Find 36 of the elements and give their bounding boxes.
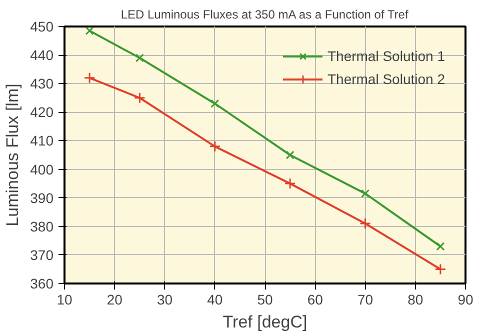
y-tick-label: 420 [30,104,54,120]
point [360,189,370,198]
y-tick-label: 400 [30,161,54,178]
chart-title: LED Luminous Fluxes at 350 mA as a Function of Tref [120,8,409,22]
legend-label: Thermal Solution 1 [327,48,445,64]
x-tick-label: 10 [56,292,72,308]
point [360,218,371,230]
y-tick-label: 440 [30,47,54,64]
point [436,242,445,251]
x-tick-label: 70 [357,292,374,308]
point [286,150,294,160]
point [84,72,96,84]
x-tick-label: 90 [458,292,474,308]
x-tick-label: 50 [257,292,273,308]
point [210,99,220,108]
x-tick-label: 60 [307,292,324,308]
y-tick-label: 450 [30,18,54,34]
y-tick-label: 410 [30,132,54,149]
point [284,178,296,190]
point [135,54,144,62]
x-tick-label: 40 [207,292,223,308]
x-tick-label: 30 [156,292,173,308]
y-tick-label: 380 [30,218,54,234]
point [434,263,446,275]
legend-label: Thermal Solution 2 [327,71,445,87]
x-axis-title: Tref [degC] [222,312,308,332]
y-tick-label: 370 [30,246,54,263]
y-tick-label: 390 [30,190,54,206]
y-tick-label: 430 [30,76,54,92]
y-axis-title: Luminous Flux [lm] [3,84,22,226]
point [134,92,146,104]
x-tick-label: 80 [408,292,424,308]
point [85,26,94,36]
y-tick-label: 360 [30,276,54,292]
x-tick-label: 20 [106,292,123,308]
point [209,140,221,152]
